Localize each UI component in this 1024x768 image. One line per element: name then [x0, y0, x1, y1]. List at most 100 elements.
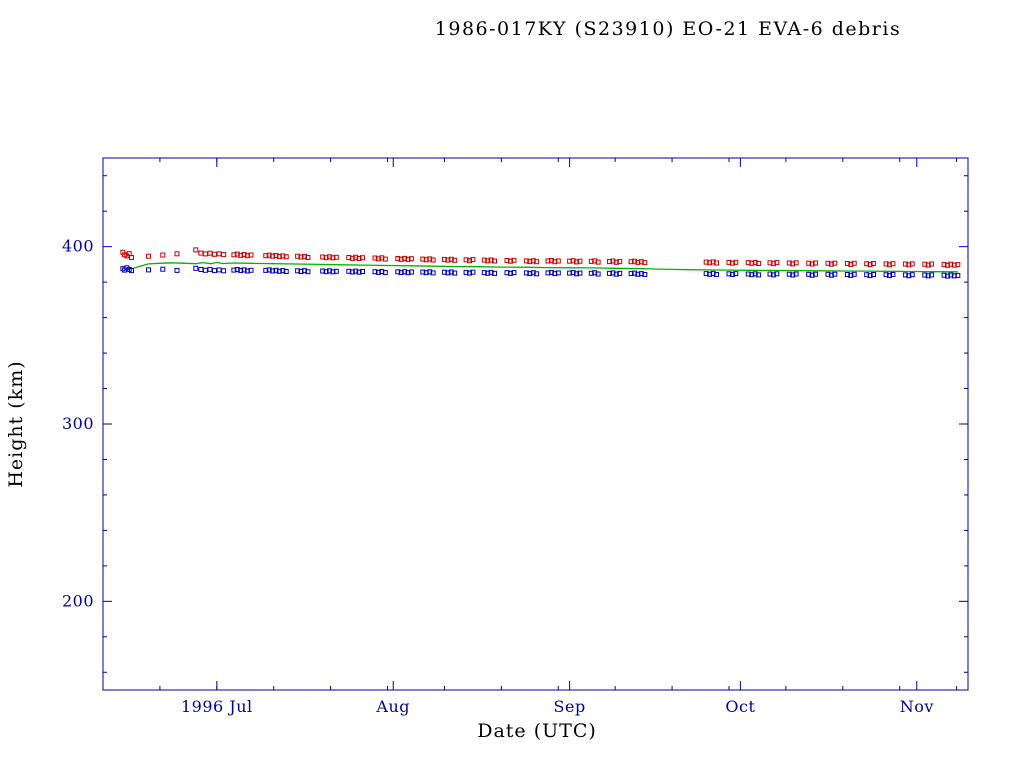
apogee-point: [595, 259, 601, 265]
perigee-point: [193, 265, 199, 271]
perigee-point: [333, 268, 339, 274]
apogee-point: [813, 260, 818, 266]
y-tick-label: 300: [62, 414, 94, 433]
apogee-point: [356, 256, 362, 261]
y-tick-label: 200: [62, 591, 94, 610]
apogee-point: [511, 257, 517, 263]
perigee-point: [508, 270, 513, 276]
perigee-point: [828, 272, 834, 278]
apogee-point: [207, 250, 213, 256]
perigee-point: [420, 269, 426, 275]
apogee-point: [427, 256, 433, 262]
apogee-point: [323, 255, 329, 261]
apogee-point: [408, 256, 414, 262]
perigee-point: [592, 270, 598, 276]
perigee-point: [356, 269, 362, 275]
apogee-point: [146, 253, 151, 259]
perigee-point: [548, 269, 554, 275]
apogee-point: [793, 260, 799, 266]
apogee-point: [749, 260, 755, 266]
perigee-point: [710, 270, 716, 276]
perigee-point: [851, 271, 857, 277]
apogee-point: [945, 262, 950, 268]
apogee-point: [867, 262, 873, 268]
apogee-point: [302, 253, 307, 259]
perigee-point: [408, 269, 414, 275]
perigee-point: [867, 273, 873, 279]
apogee-point: [635, 259, 641, 265]
apogee-point: [452, 257, 458, 263]
perigee-point: [320, 268, 326, 274]
apogee-point: [234, 251, 240, 257]
perigee-point: [832, 271, 838, 277]
perigee-point: [922, 272, 928, 278]
apogee-point: [555, 258, 561, 264]
perigee-point: [402, 269, 408, 275]
apogee-point: [570, 258, 576, 264]
perigee-point: [570, 270, 576, 276]
apogee-point: [508, 258, 513, 264]
apogee-point: [174, 251, 180, 257]
x-tick-label: 1996 Jul: [181, 697, 253, 716]
mean-height-line: [122, 261, 958, 273]
apogee-point: [470, 257, 476, 263]
perigee-point: [174, 267, 180, 273]
perigee-point: [305, 269, 311, 275]
perigee-point: [280, 268, 286, 274]
perigee-point: [263, 267, 269, 273]
perigee-point: [234, 267, 240, 272]
apogee-point: [481, 257, 487, 263]
x-tick-label: Nov: [900, 697, 934, 716]
perigee-point: [212, 268, 217, 274]
perigee-point: [941, 272, 947, 278]
perigee-point: [241, 267, 247, 273]
apogee-point: [770, 261, 776, 267]
perigee-point: [470, 269, 476, 275]
apogee-point: [360, 255, 365, 261]
apogee-point: [248, 252, 254, 258]
apogee-point: [273, 253, 279, 258]
perigee-point: [607, 270, 612, 276]
apogee-point: [948, 261, 954, 267]
apogee-point: [592, 258, 598, 264]
apogee-point: [545, 258, 551, 264]
apogee-point: [607, 259, 612, 265]
apogee-point: [577, 258, 583, 264]
perigee-point: [463, 269, 469, 275]
perigee-point: [774, 271, 780, 277]
apogee-point: [467, 258, 472, 264]
perigee-point: [642, 272, 648, 277]
apogee-point: [941, 261, 947, 267]
apogee-point: [327, 254, 332, 260]
perigee-point: [221, 268, 227, 274]
perigee-point: [448, 269, 454, 275]
perigee-point: [198, 267, 204, 272]
perigee-point: [790, 272, 796, 278]
perigee-point: [238, 268, 244, 274]
perigee-point: [445, 270, 451, 276]
apogee-point: [710, 259, 716, 265]
perigee-point: [555, 270, 561, 276]
apogee-point: [402, 255, 408, 261]
apogee-point: [193, 247, 199, 253]
perigee-point: [216, 267, 222, 273]
apogee-point: [774, 260, 780, 266]
apogee-point: [372, 255, 378, 261]
apogee-point: [806, 260, 812, 266]
apogee-point: [883, 261, 889, 267]
perigee-point: [610, 270, 616, 276]
perigee-point: [729, 272, 735, 277]
apogee-point: [786, 260, 792, 266]
perigee-point: [749, 272, 755, 278]
apogee-point: [548, 258, 554, 263]
apogee-point: [925, 262, 931, 268]
apogee-point: [825, 260, 831, 266]
perigee-point: [492, 270, 497, 276]
perigee-point: [430, 270, 436, 276]
perigee-point: [902, 272, 908, 278]
apogee-point: [832, 260, 838, 266]
perigee-point: [207, 266, 213, 272]
perigee-point: [925, 273, 931, 279]
perigee-point: [945, 273, 950, 279]
apogee-point: [398, 256, 404, 262]
